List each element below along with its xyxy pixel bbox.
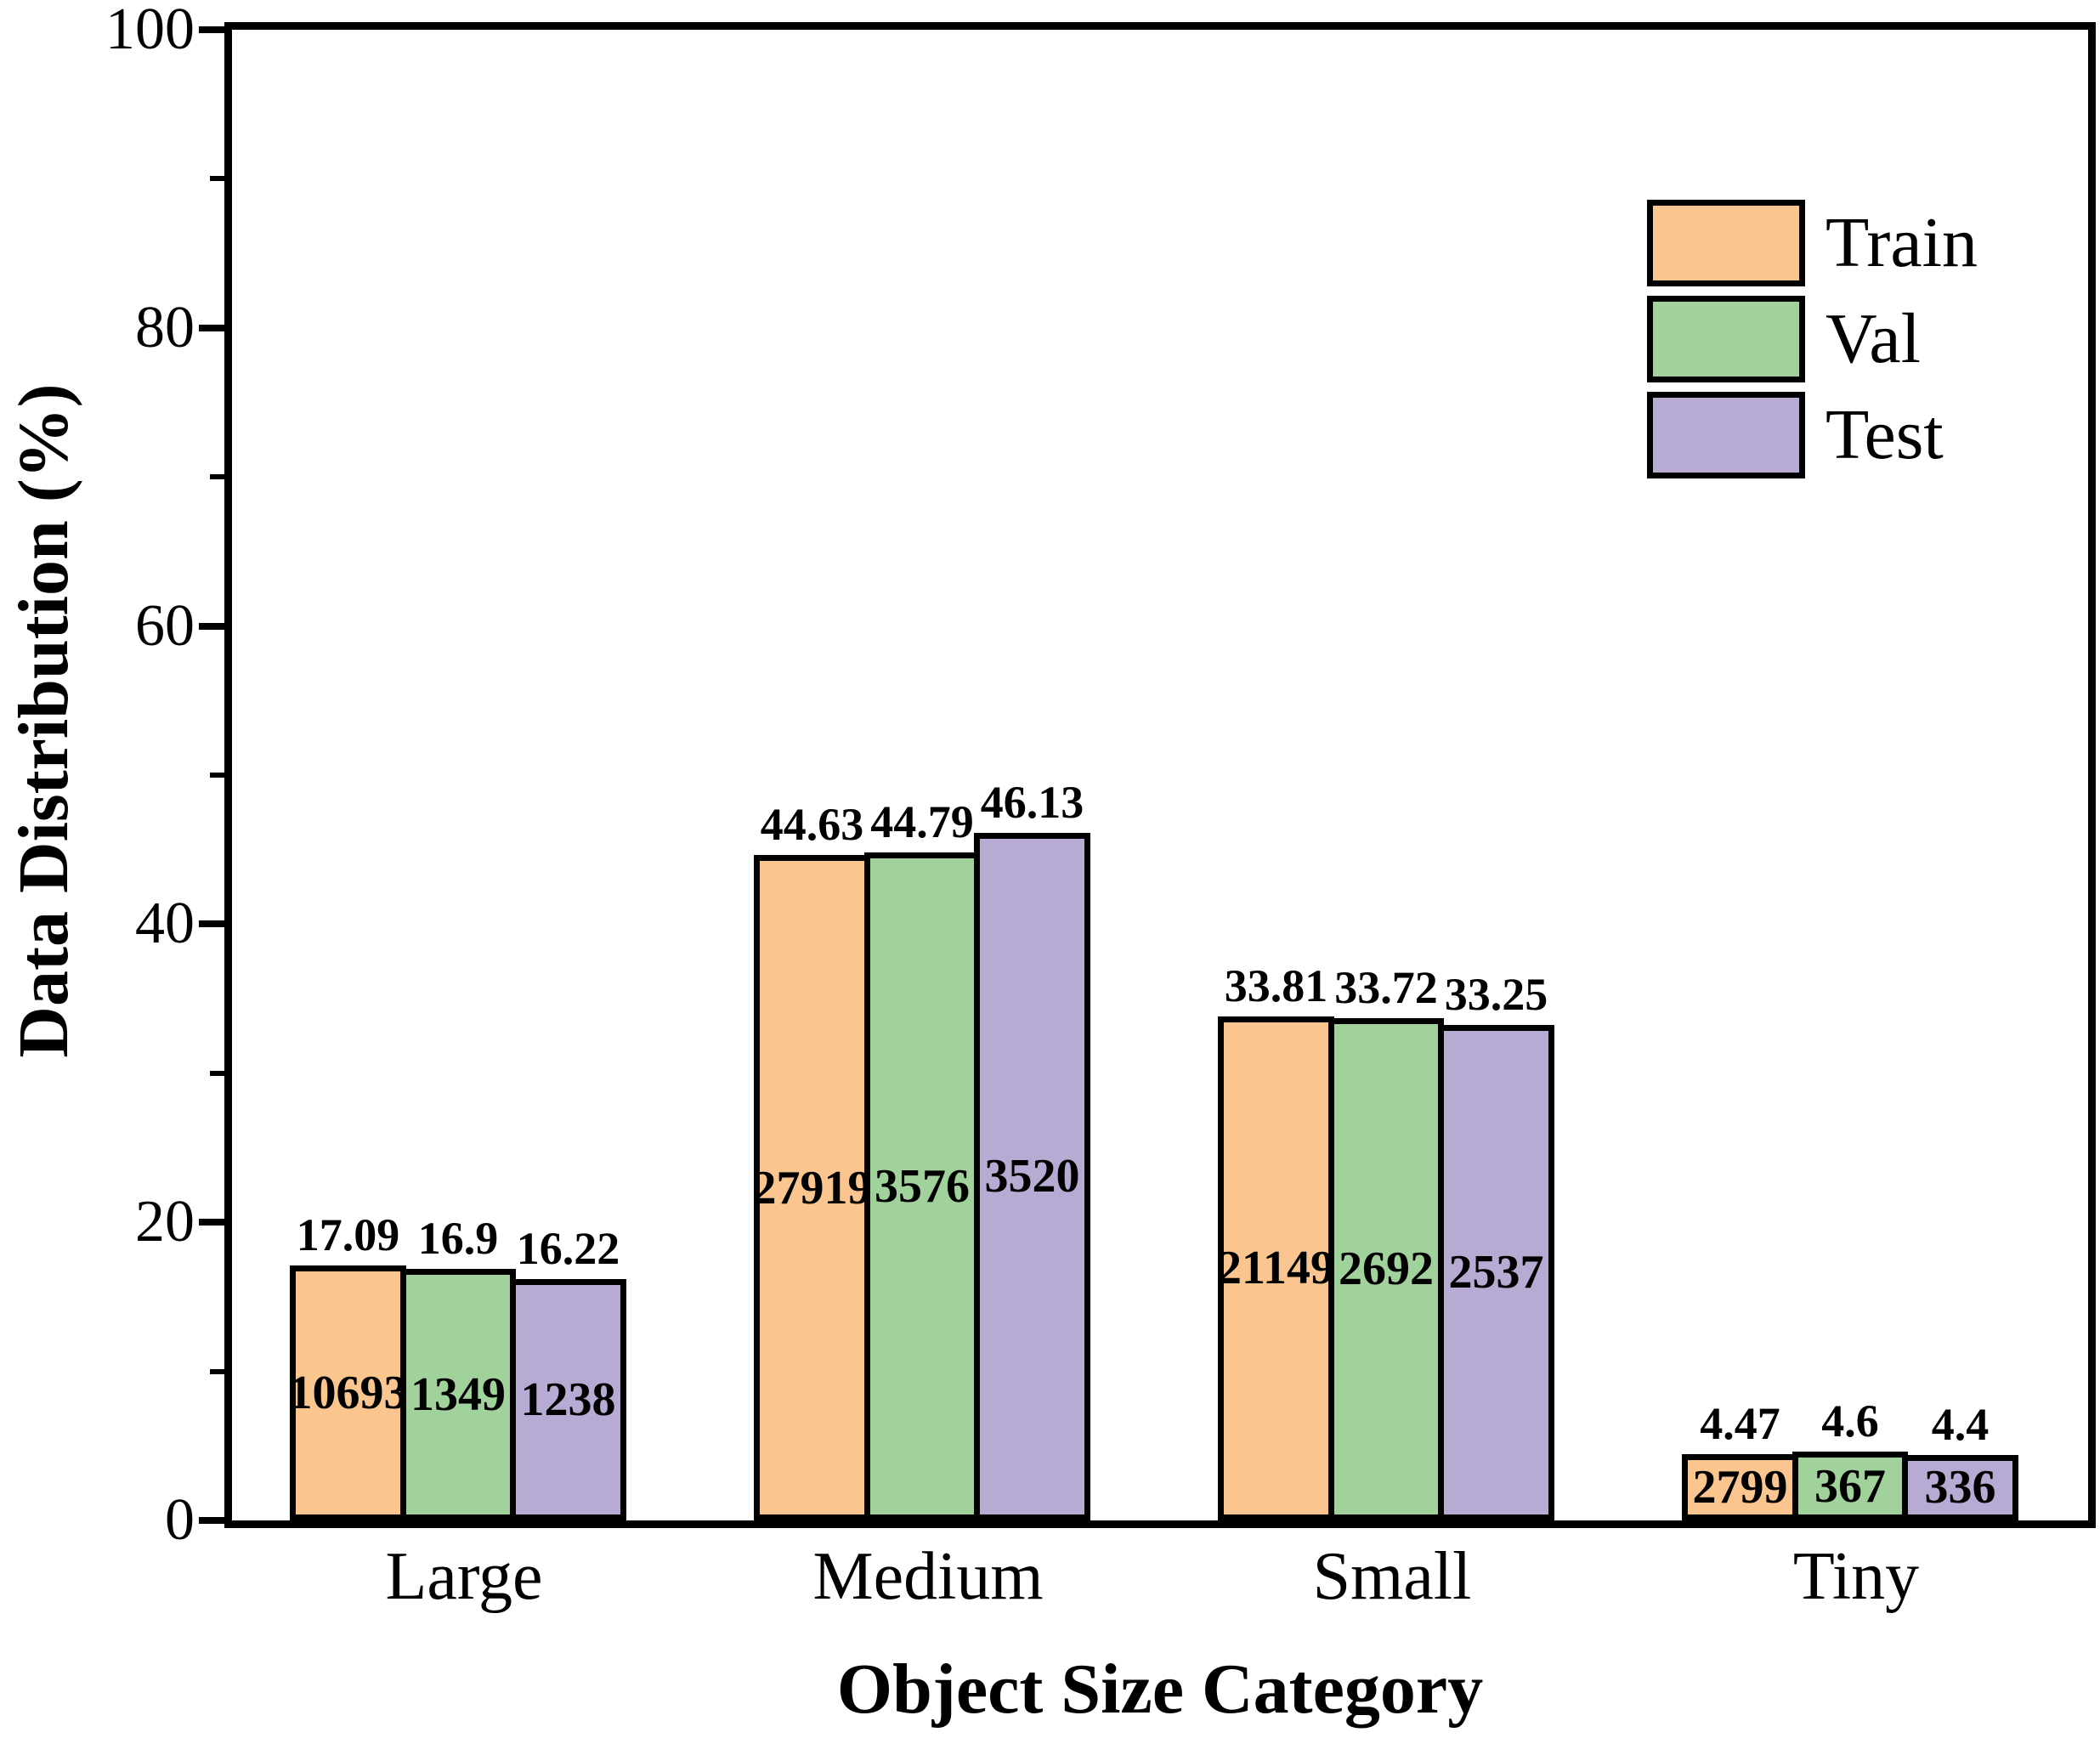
bar-percent-label: 33.81 (1224, 960, 1328, 1011)
y-axis-minor-tick (210, 176, 224, 182)
bar-count-label: 1349 (410, 1367, 506, 1421)
bar-val-large: 16.9 1349 (399, 1215, 517, 1520)
bar-percent-label: 16.22 (516, 1222, 620, 1274)
y-axis-minor-tick (210, 773, 224, 778)
bar-test-medium: 46.13 3520 (974, 779, 1090, 1520)
bar-percent-label: 4.6 (1821, 1395, 1879, 1447)
bar-train-tiny: 4.47 2799 (1682, 1401, 1798, 1520)
legend-item-train: Train (1647, 200, 1978, 286)
y-axis-tick-label: 100 (105, 0, 195, 62)
x-tick-label-medium: Medium (812, 1539, 1044, 1614)
bar-test-small: 33.25 2537 (1438, 971, 1554, 1520)
legend-swatch-test (1647, 392, 1805, 478)
bar-count-label: 336 (1924, 1461, 1996, 1514)
legend-item-val: Val (1647, 296, 1978, 382)
y-axis-tick-label: 80 (135, 294, 195, 360)
y-axis-tick-label: 40 (135, 891, 195, 957)
bar-count-label: 2799 (1692, 1460, 1788, 1514)
bar-count-label: 3520 (984, 1150, 1080, 1203)
bar-percent-label: 46.13 (980, 776, 1084, 828)
bar-count-label: 27919 (752, 1161, 872, 1214)
bar-val-medium: 44.79 3576 (863, 799, 981, 1520)
bar-train-medium: 44.63 27919 (752, 801, 872, 1520)
bar-count-label: 2537 (1448, 1246, 1544, 1299)
y-axis-title: Data Distribution (%) (4, 383, 83, 1058)
legend-label-train: Train (1825, 203, 1978, 282)
bar-count-label: 2692 (1339, 1243, 1434, 1296)
legend-item-test: Test (1647, 392, 1978, 478)
y-axis-major-tick (199, 26, 224, 33)
y-axis-minor-tick (210, 1368, 224, 1374)
y-axis-minor-tick (210, 474, 224, 480)
y-axis-major-tick (199, 622, 224, 630)
legend: Train Val Test (1647, 200, 1978, 488)
legend-swatch-val (1647, 296, 1805, 382)
bar-percent-label: 4.47 (1700, 1397, 1780, 1449)
bar-count-label: 3576 (875, 1160, 970, 1214)
y-axis-tick-label: 20 (135, 1189, 195, 1255)
legend-swatch-train (1647, 200, 1805, 286)
bar-train-small: 33.81 21149 (1218, 963, 1334, 1520)
y-axis-major-tick (199, 1517, 224, 1524)
bar-percent-label: 4.4 (1931, 1398, 1990, 1450)
bar-percent-label: 17.09 (296, 1209, 400, 1261)
bar-count-label: 21149 (1218, 1242, 1334, 1295)
y-axis-tick-label: 0 (165, 1487, 195, 1553)
legend-label-val: Val (1825, 299, 1921, 378)
bar-val-small: 33.72 2692 (1327, 965, 1445, 1520)
bar-count-label: 1238 (520, 1373, 616, 1426)
x-tick-label-small: Small (1312, 1539, 1472, 1614)
bar-test-large: 16.22 1238 (510, 1226, 626, 1520)
bar-percent-label: 44.63 (760, 799, 864, 851)
y-axis-major-tick (199, 920, 224, 928)
bar-train-large: 17.09 10693 (288, 1212, 408, 1520)
plot-area: 0 20 40 60 80 100 Large 17.09 10693 16.9 1349 16.22… (105, 0, 2096, 1611)
x-tick-label-tiny: Tiny (1792, 1539, 1920, 1614)
bar-count-label: 10693 (288, 1367, 408, 1420)
y-axis-major-tick (199, 324, 224, 331)
bar-percent-label: 16.9 (417, 1212, 499, 1264)
bar-val-tiny: 4.6 367 (1792, 1398, 1909, 1520)
y-axis-minor-tick (210, 1070, 224, 1076)
bar-test-tiny: 4.4 336 (1902, 1401, 2018, 1520)
legend-label-test: Test (1825, 395, 1944, 474)
y-axis-major-tick (199, 1219, 224, 1226)
bar-percent-label: 44.79 (870, 796, 974, 848)
bar-percent-label: 33.72 (1334, 961, 1438, 1013)
x-tick-label-large: Large (385, 1539, 543, 1614)
y-axis-tick-label: 60 (135, 592, 195, 659)
x-axis-title: Object Size Category (836, 1650, 1484, 1729)
bar-count-label: 367 (1814, 1459, 1886, 1513)
bar-percent-label: 33.25 (1444, 968, 1548, 1020)
